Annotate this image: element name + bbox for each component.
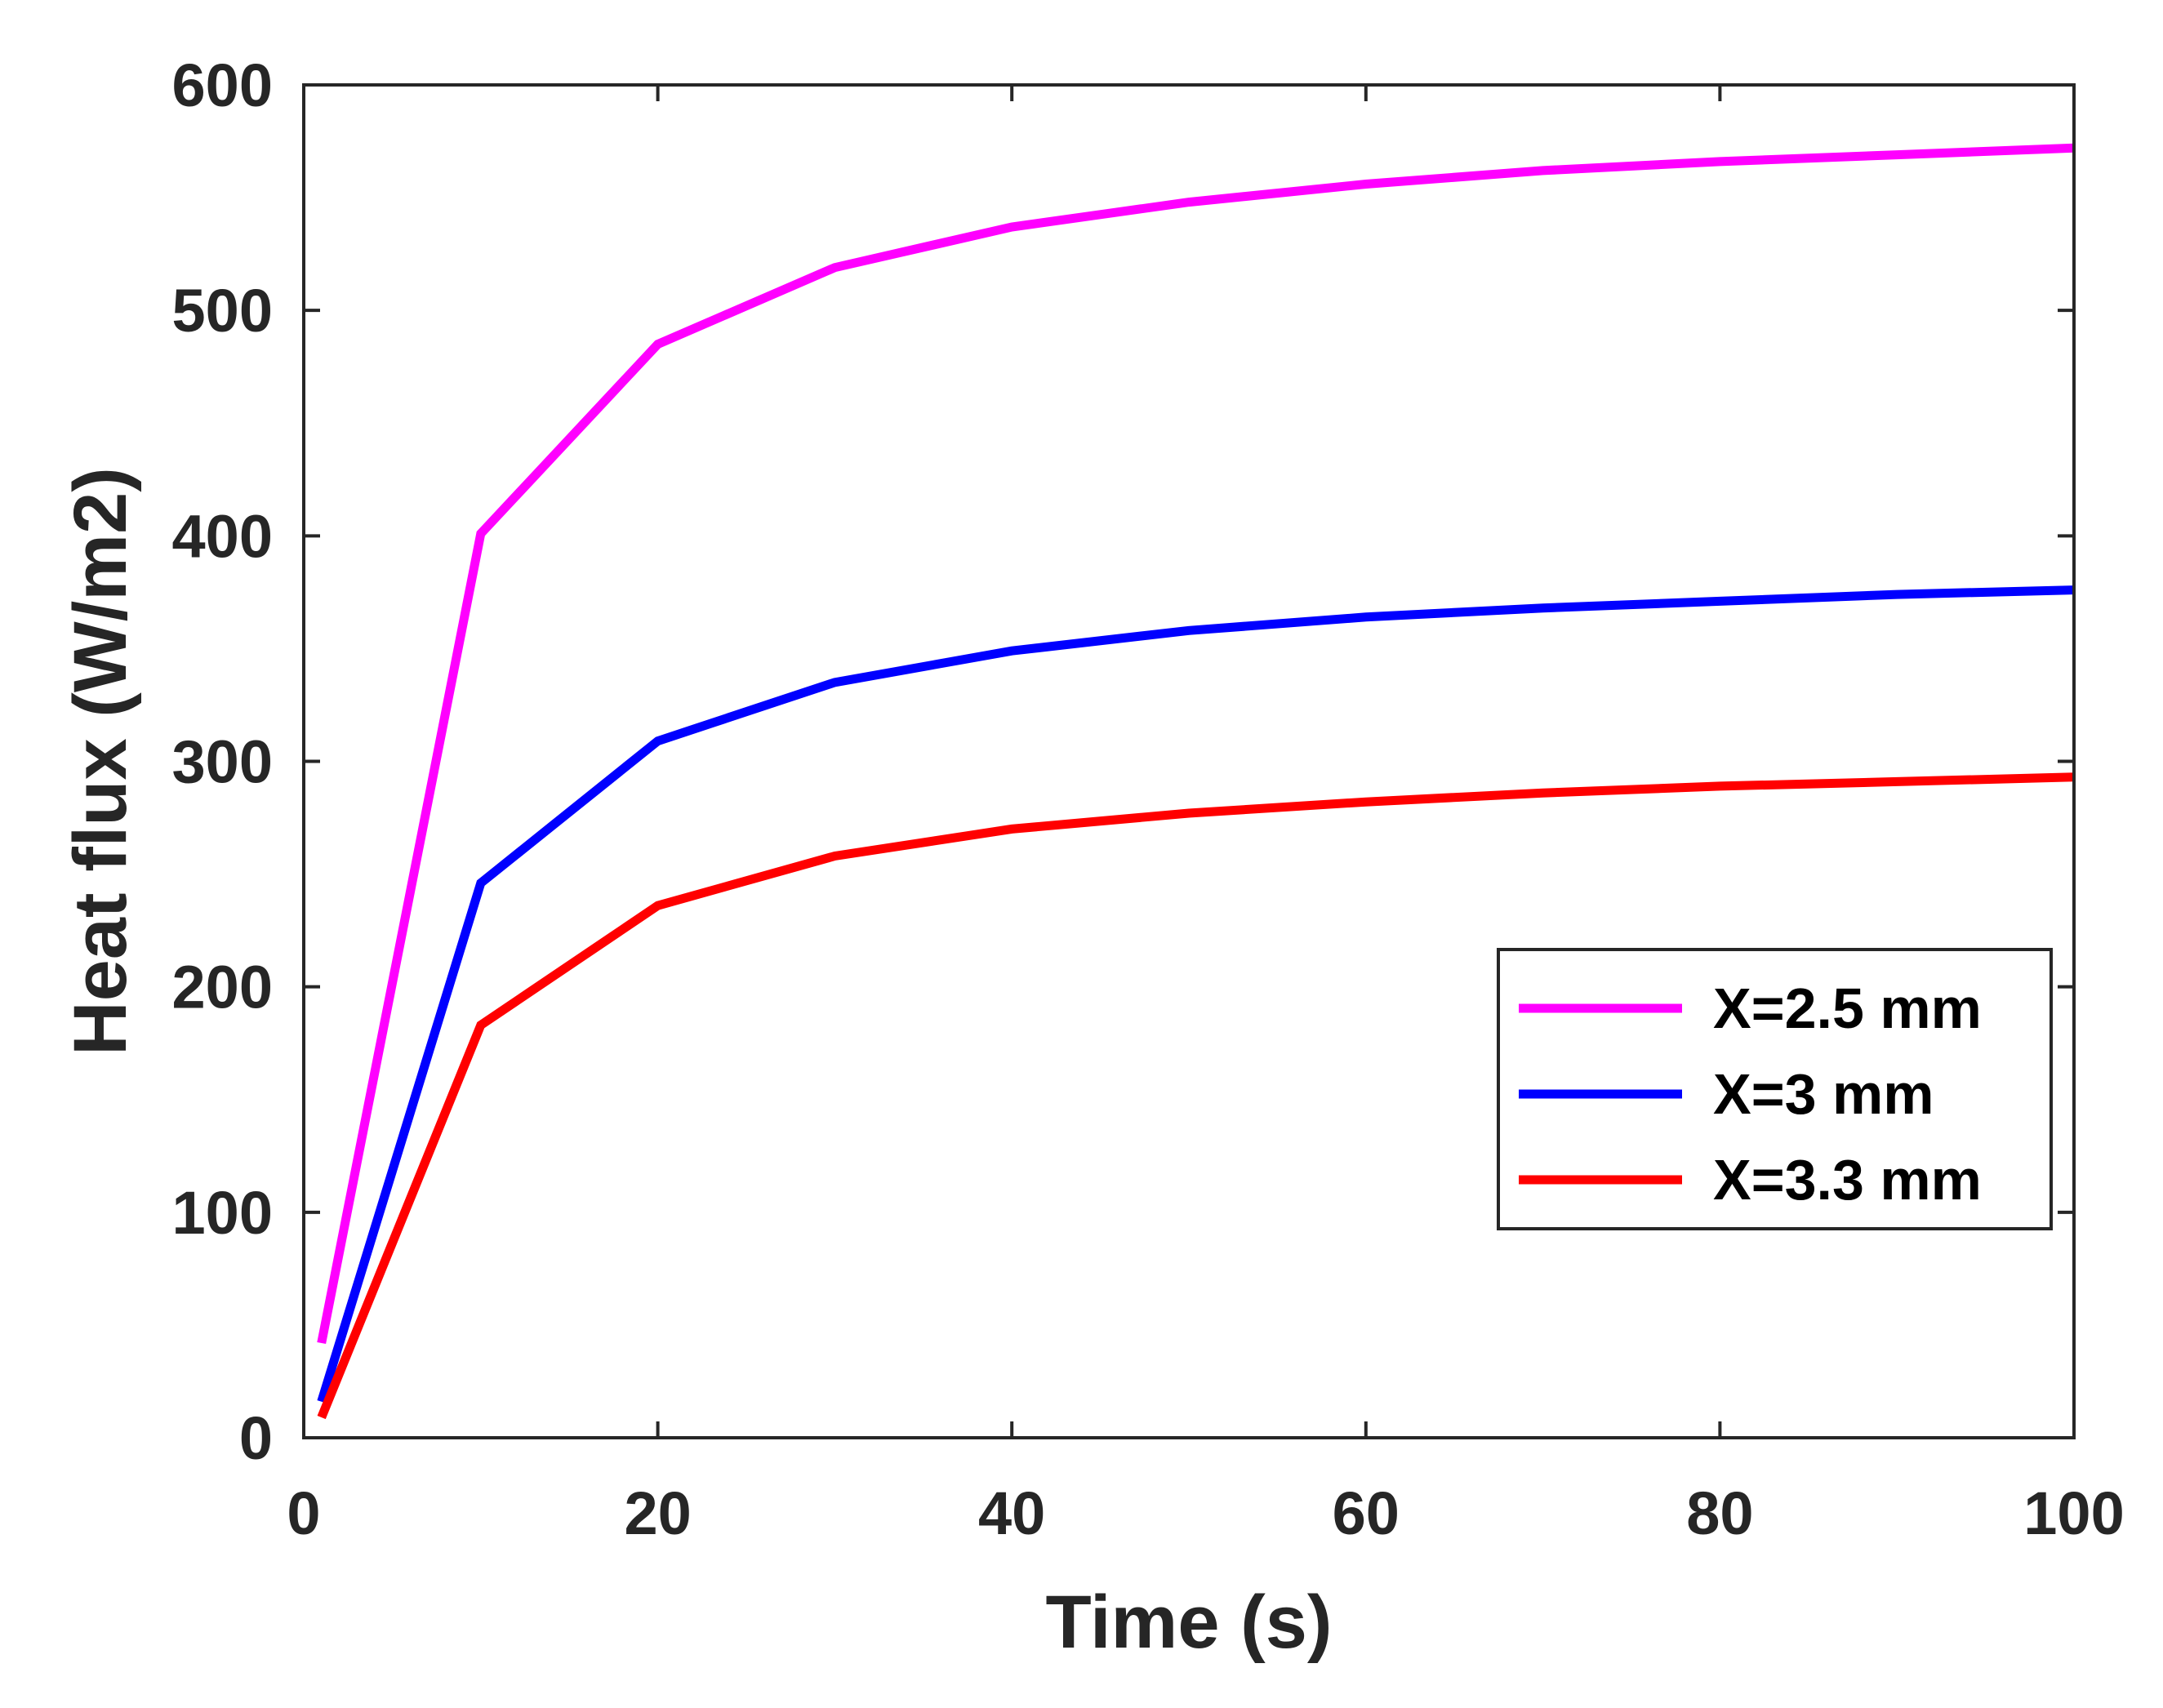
series-line-3 <box>317 772 2075 1420</box>
y-tick-label: 400 <box>172 502 273 570</box>
x-axis-label: Time (s) <box>1045 1581 1332 1664</box>
y-axis-tick-labels: 0 100 200 300 400 500 600 <box>172 51 273 1472</box>
x-tick-label: 0 <box>287 1479 320 1547</box>
y-tick-label: 300 <box>172 728 273 796</box>
legend-entry: X=3.3 mm <box>1519 1148 1982 1212</box>
series-line-2 <box>317 585 2075 1403</box>
x-axis-tick-labels: 0 20 40 60 80 100 <box>287 1479 2124 1547</box>
y-axis-ticks <box>304 83 2074 1439</box>
y-tick-label: 200 <box>172 954 273 1021</box>
plot-area <box>302 83 2076 1439</box>
x-tick-label: 80 <box>1686 1479 1753 1547</box>
y-axis-label: Heat flux (W/m2) <box>59 467 142 1056</box>
x-tick-label: 100 <box>2023 1479 2124 1547</box>
legend-label: X=3.3 mm <box>1713 1148 1982 1212</box>
y-tick-label: 0 <box>239 1404 273 1472</box>
x-axis-ticks <box>302 85 2076 1438</box>
x-tick-label: 60 <box>1333 1479 1400 1547</box>
x-tick-label: 20 <box>624 1479 691 1547</box>
legend-entries: X=2.5 mm X=3 mm X=3.3 mm <box>1519 976 1982 1212</box>
legend-label: X=2.5 mm <box>1713 976 1982 1040</box>
x-tick-label: 40 <box>978 1479 1045 1547</box>
legend-entry: X=3 mm <box>1519 1062 1934 1126</box>
legend-label: X=3 mm <box>1713 1062 1934 1126</box>
y-tick-label: 500 <box>172 277 273 345</box>
y-tick-label: 600 <box>172 51 273 119</box>
series-line-1 <box>317 143 2075 1345</box>
y-tick-label: 100 <box>172 1179 273 1247</box>
legend-entry: X=2.5 mm <box>1519 976 1982 1040</box>
series-layer <box>317 143 2075 1420</box>
legend: X=2.5 mm X=3 mm X=3.3 mm <box>1497 948 2053 1230</box>
